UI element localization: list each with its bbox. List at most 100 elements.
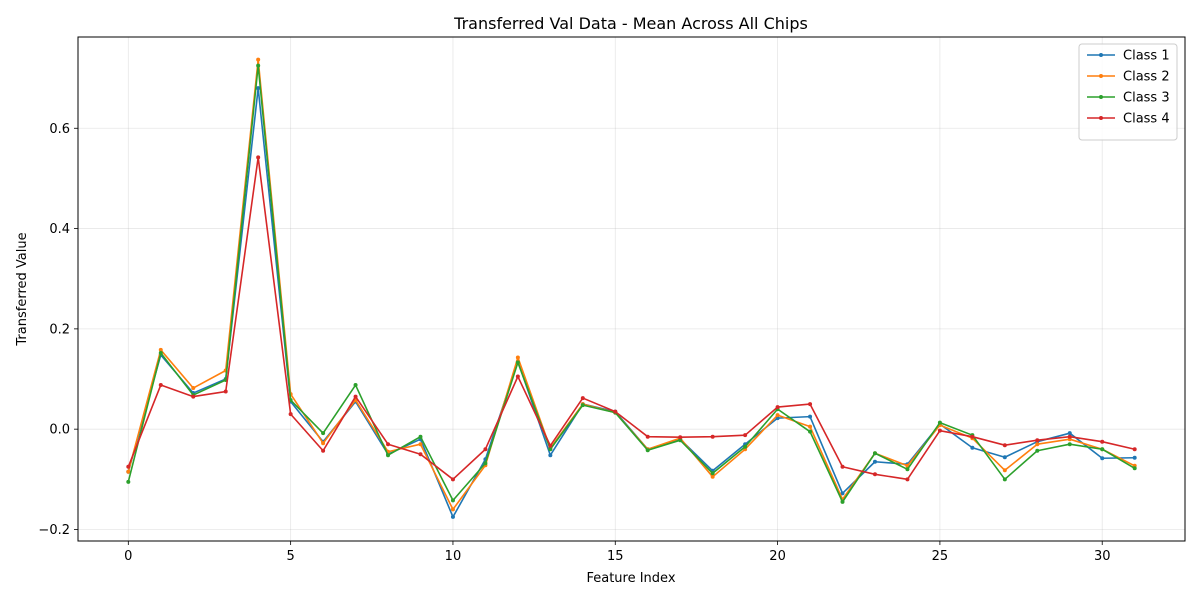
y-axis-label: Transferred Value	[15, 232, 30, 346]
data-point	[1067, 431, 1072, 436]
chart-title: Transferred Val Data - Mean Across All C…	[453, 14, 808, 33]
data-point	[678, 438, 683, 443]
data-point	[126, 469, 131, 474]
data-point	[743, 444, 748, 449]
x-tick-label: 30	[1094, 549, 1111, 564]
ticks: 0 5 10 15 20 25 30 −0.2 0.0 0.2 0.4 0.6	[38, 122, 1110, 564]
legend-swatch-marker	[1099, 74, 1103, 78]
data-point	[515, 355, 520, 360]
data-point	[645, 434, 650, 439]
data-point	[808, 424, 813, 429]
legend-box	[1078, 43, 1178, 141]
legend-item: Class 3	[1087, 91, 1170, 106]
data-point	[937, 428, 942, 433]
data-point	[775, 413, 780, 418]
data-point	[1100, 439, 1105, 444]
data-point	[450, 514, 455, 519]
y-tick-label: 0.2	[49, 322, 70, 337]
data-point	[1132, 466, 1137, 471]
data-point	[256, 86, 261, 91]
data-point	[256, 57, 261, 62]
data-point	[840, 491, 845, 496]
data-point	[937, 420, 942, 425]
data-point	[970, 434, 975, 439]
data-point	[321, 441, 326, 446]
data-point	[450, 507, 455, 512]
data-point	[353, 383, 358, 388]
data-point	[905, 477, 910, 482]
legend-swatch-marker	[1099, 116, 1103, 120]
data-point	[710, 474, 715, 479]
data-point	[1035, 438, 1040, 443]
data-point	[970, 445, 975, 450]
data-point	[353, 394, 358, 399]
data-point	[710, 471, 715, 476]
data-point	[580, 396, 585, 401]
legend-label: Class 3	[1123, 91, 1170, 106]
data-point	[1100, 456, 1105, 461]
data-point	[1002, 477, 1007, 482]
series-line	[127, 156, 1135, 481]
x-tick-label: 5	[286, 549, 294, 564]
data-point	[840, 464, 845, 469]
legend-label: Class 2	[1123, 70, 1170, 85]
data-point	[1035, 448, 1040, 453]
data-point	[321, 431, 326, 436]
data-point	[386, 453, 391, 458]
legend-item: Class 4	[1087, 112, 1170, 127]
data-point	[645, 448, 650, 453]
data-point	[743, 433, 748, 438]
data-point	[256, 155, 261, 160]
data-point	[288, 412, 293, 417]
legend-label: Class 1	[1123, 49, 1170, 64]
data-point	[710, 434, 715, 439]
data-point	[126, 464, 131, 469]
series-class-4	[126, 155, 1137, 482]
data-point	[223, 389, 228, 394]
data-point	[905, 467, 910, 472]
x-tick-label: 0	[124, 549, 132, 564]
data-point	[613, 409, 618, 414]
data-point	[418, 452, 423, 457]
data-point	[808, 414, 813, 419]
x-tick-label: 10	[445, 549, 462, 564]
data-point	[1002, 468, 1007, 473]
data-point	[1035, 442, 1040, 447]
data-point	[418, 442, 423, 447]
y-tick-label: 0.6	[49, 122, 70, 137]
data-point	[775, 405, 780, 410]
series-line	[127, 64, 1136, 503]
data-point	[386, 442, 391, 447]
data-point	[808, 402, 813, 407]
y-tick-label: 0.4	[49, 222, 70, 237]
x-tick-label: 20	[769, 549, 786, 564]
data-point	[1100, 447, 1105, 452]
data-point	[450, 498, 455, 503]
data-point	[548, 453, 553, 458]
legend-item: Class 2	[1087, 70, 1170, 85]
data-point	[840, 499, 845, 504]
data-point	[1132, 447, 1137, 452]
data-point	[483, 461, 488, 466]
data-point	[548, 447, 553, 452]
data-point	[1002, 455, 1007, 460]
series-class-3	[126, 63, 1137, 504]
data-point	[483, 447, 488, 452]
data-point	[548, 443, 553, 448]
legend-label: Class 4	[1123, 112, 1170, 127]
data-point	[678, 435, 683, 440]
data-point	[321, 448, 326, 453]
legend-swatch-marker	[1099, 53, 1103, 57]
data-point	[126, 479, 131, 484]
data-point	[872, 459, 877, 464]
legend: Class 1 Class 2 Class 3 Class 4	[1078, 43, 1178, 141]
x-tick-label: 15	[607, 549, 624, 564]
data-point	[450, 477, 455, 482]
data-point	[580, 403, 585, 408]
data-point	[872, 451, 877, 456]
plot-frame	[77, 36, 1186, 542]
legend-swatch-marker	[1099, 95, 1103, 99]
data-point	[872, 472, 877, 477]
